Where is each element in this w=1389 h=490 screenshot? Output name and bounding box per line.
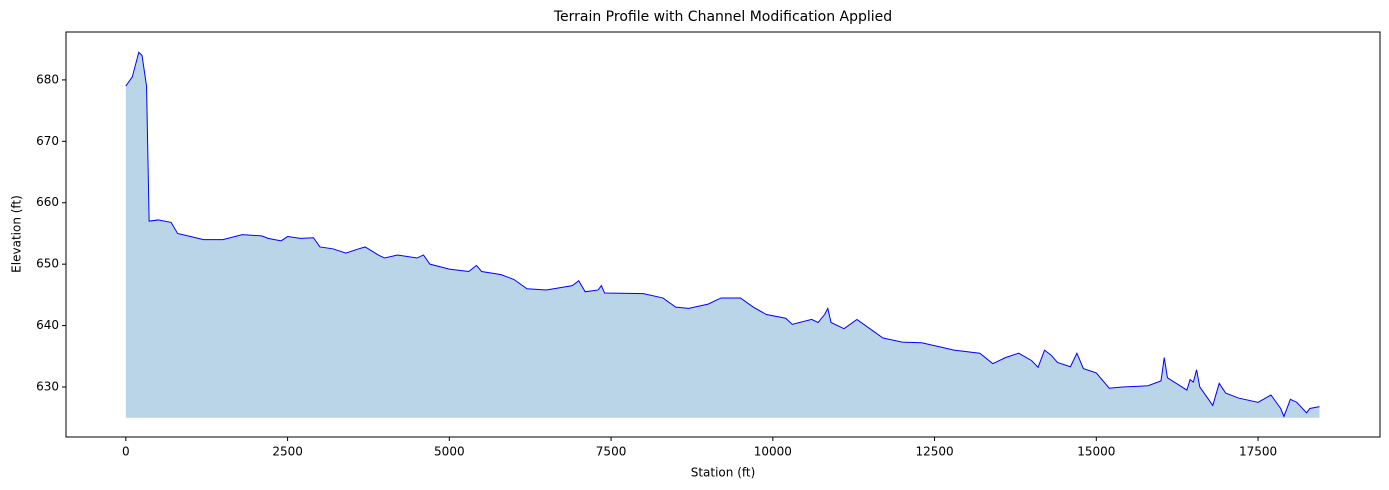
chart-title: Terrain Profile with Channel Modificatio… [553, 9, 892, 25]
x-tick-label: 12500 [915, 445, 953, 459]
y-tick-label: 640 [36, 318, 59, 332]
x-tick-label: 15000 [1077, 445, 1115, 459]
x-tick-label: 17500 [1239, 445, 1277, 459]
y-tick-label: 630 [36, 380, 59, 394]
x-axis-label: Station (ft) [691, 466, 756, 480]
x-tick-label: 0 [122, 445, 130, 459]
x-tick-label: 5000 [434, 445, 465, 459]
x-tick-label: 7500 [596, 445, 627, 459]
area-fill [125, 52, 1320, 418]
y-tick-label: 670 [36, 134, 59, 148]
profile-line [125, 51, 1320, 418]
x-tick-label: 2500 [272, 445, 303, 459]
y-axis-label: Elevation (ft) [10, 195, 24, 273]
y-tick-label: 680 [36, 72, 59, 86]
y-tick-label: 660 [36, 195, 59, 209]
y-tick-label: 650 [36, 257, 59, 271]
plot-frame [65, 31, 1381, 438]
x-tick-label: 10000 [754, 445, 792, 459]
